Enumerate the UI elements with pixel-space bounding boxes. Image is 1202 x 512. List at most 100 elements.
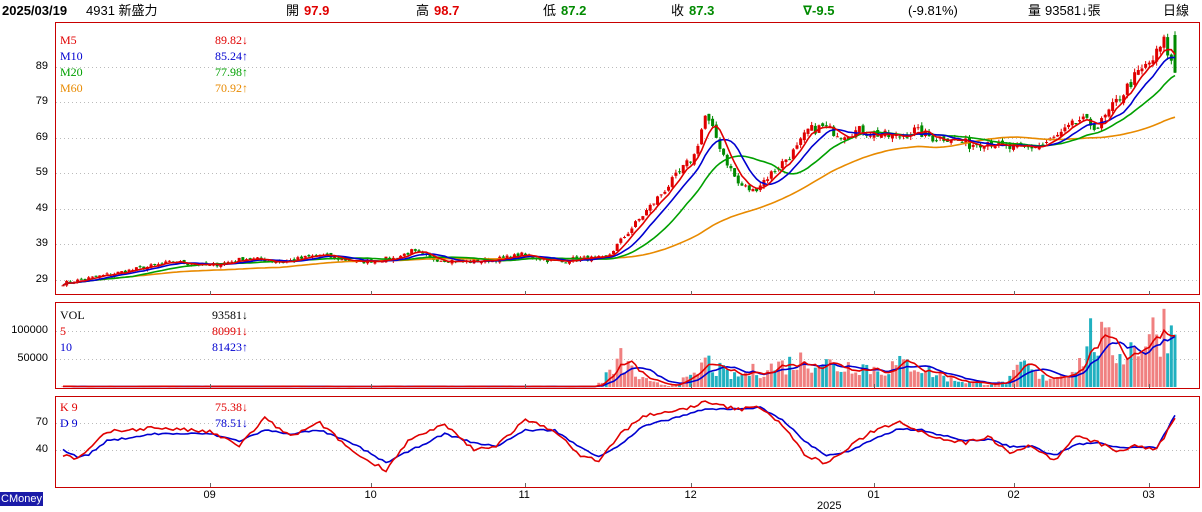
x-tick-label: 09 — [203, 489, 216, 501]
d9-line — [62, 406, 1176, 464]
volume-bar — [1041, 374, 1045, 387]
price-candle — [226, 261, 230, 264]
volume-bar — [791, 369, 795, 387]
volume-bar — [1034, 371, 1038, 387]
price-candle — [986, 142, 990, 147]
y-tick-label: 100000 — [11, 324, 48, 336]
volume-bar — [637, 379, 641, 387]
volume-bar — [1063, 375, 1067, 387]
price-candle — [402, 253, 406, 256]
volume-bar — [1074, 372, 1078, 387]
price-candle — [501, 256, 505, 258]
volume-bar — [1136, 356, 1140, 387]
price-candle — [373, 260, 377, 264]
price-candle — [325, 253, 329, 255]
price-candle — [1125, 83, 1129, 95]
price-candle — [1103, 114, 1107, 118]
price-candle — [648, 204, 652, 211]
price-candle — [120, 271, 124, 273]
volume-bar — [714, 375, 718, 387]
volume-bar — [1045, 380, 1049, 387]
price-candle — [94, 275, 98, 277]
price-candle — [421, 252, 425, 254]
price-candle — [810, 125, 814, 131]
legend-k9-name: K 9 — [60, 400, 78, 414]
volume-bar — [773, 370, 777, 387]
volume-bar — [777, 361, 781, 387]
price-candle — [1026, 146, 1030, 148]
volume-bar — [813, 367, 817, 387]
price-candle — [1114, 98, 1118, 103]
price-candle — [1063, 127, 1067, 132]
volume-bar — [1092, 352, 1096, 387]
price-candle — [912, 127, 916, 134]
price-candle — [564, 262, 568, 264]
price-candle — [1144, 63, 1148, 68]
volume-bar — [1151, 317, 1155, 387]
volume-bar — [1173, 334, 1177, 387]
volume-bar — [656, 382, 660, 387]
price-candle — [413, 249, 417, 251]
price-candle — [773, 171, 777, 173]
price-candle — [997, 141, 1001, 146]
price-candle — [123, 270, 127, 274]
volume-bar — [806, 368, 810, 387]
volume-bar — [692, 372, 696, 387]
price-candle — [439, 260, 443, 262]
legend-d9-value: 78.51↓ — [215, 416, 248, 430]
volume-bar — [795, 369, 799, 387]
price-candle — [802, 132, 806, 141]
price-candle — [634, 221, 638, 227]
change-value: ∇-9.5 — [803, 3, 835, 18]
price-candle — [707, 113, 711, 121]
price-candle — [846, 136, 850, 140]
price-candle — [167, 260, 171, 262]
volume-bar — [747, 375, 751, 387]
volume-bar — [894, 365, 898, 387]
price-candle — [116, 271, 120, 275]
volume-bar — [722, 365, 726, 387]
high-label: 高 — [416, 3, 430, 18]
y-tick-label: 79 — [35, 95, 48, 108]
close-label: 收 — [671, 3, 685, 18]
price-candle — [949, 139, 953, 143]
volume-bar — [916, 371, 920, 387]
price-candle — [274, 261, 278, 263]
volume-bar — [689, 374, 693, 387]
low-label: 低 — [543, 3, 557, 18]
x-tick-label: 02 — [1007, 489, 1020, 501]
price-candle — [667, 186, 671, 191]
volume-bar — [1067, 377, 1071, 387]
price-candle — [978, 144, 982, 148]
price-candle — [700, 129, 704, 145]
volume-bar — [1155, 334, 1159, 387]
price-candle — [160, 263, 164, 265]
stock-name: 4931 新盛力 — [86, 3, 158, 18]
volume-bar — [982, 385, 986, 387]
volume-bar — [931, 377, 935, 387]
price-candle — [296, 257, 300, 261]
legend-vol5-value: 80991↓ — [212, 324, 248, 338]
ma20-line — [62, 74, 1176, 286]
volume-bar — [670, 384, 674, 387]
volume-bar — [1122, 364, 1126, 387]
price-candle — [729, 165, 733, 169]
volume-bar — [1147, 334, 1151, 387]
x-tick-label: 01 — [867, 489, 880, 501]
volume-bar — [762, 376, 766, 387]
volume-bar — [843, 371, 847, 387]
volume-bar — [630, 365, 634, 387]
volume-label: 量 — [1028, 3, 1042, 18]
volume-bar — [975, 381, 979, 387]
price-candle — [237, 257, 241, 262]
price-candle — [799, 138, 803, 145]
volume-bar — [718, 362, 722, 387]
close-value: 87.3 — [689, 3, 715, 18]
price-candle — [1070, 120, 1074, 126]
volume-bar — [868, 374, 872, 387]
volume-bar — [934, 375, 938, 387]
price-candle — [696, 145, 700, 154]
price-candle — [1147, 62, 1151, 65]
price-candle — [788, 159, 792, 161]
